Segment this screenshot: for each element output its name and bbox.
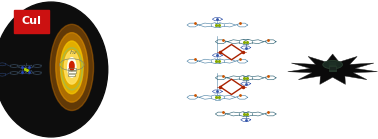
Ellipse shape bbox=[60, 41, 83, 94]
Bar bbox=[68, 71, 76, 73]
Polygon shape bbox=[288, 54, 378, 84]
Bar bbox=[68, 74, 75, 76]
Bar bbox=[329, 66, 336, 71]
Ellipse shape bbox=[56, 33, 88, 102]
Ellipse shape bbox=[64, 51, 79, 84]
Ellipse shape bbox=[68, 58, 76, 77]
Text: CuI: CuI bbox=[22, 16, 42, 26]
Ellipse shape bbox=[0, 2, 108, 137]
Ellipse shape bbox=[50, 24, 94, 111]
Text: hν: hν bbox=[70, 50, 77, 55]
Ellipse shape bbox=[70, 61, 74, 71]
Bar bbox=[68, 68, 76, 70]
Ellipse shape bbox=[323, 60, 342, 69]
FancyBboxPatch shape bbox=[14, 10, 49, 33]
